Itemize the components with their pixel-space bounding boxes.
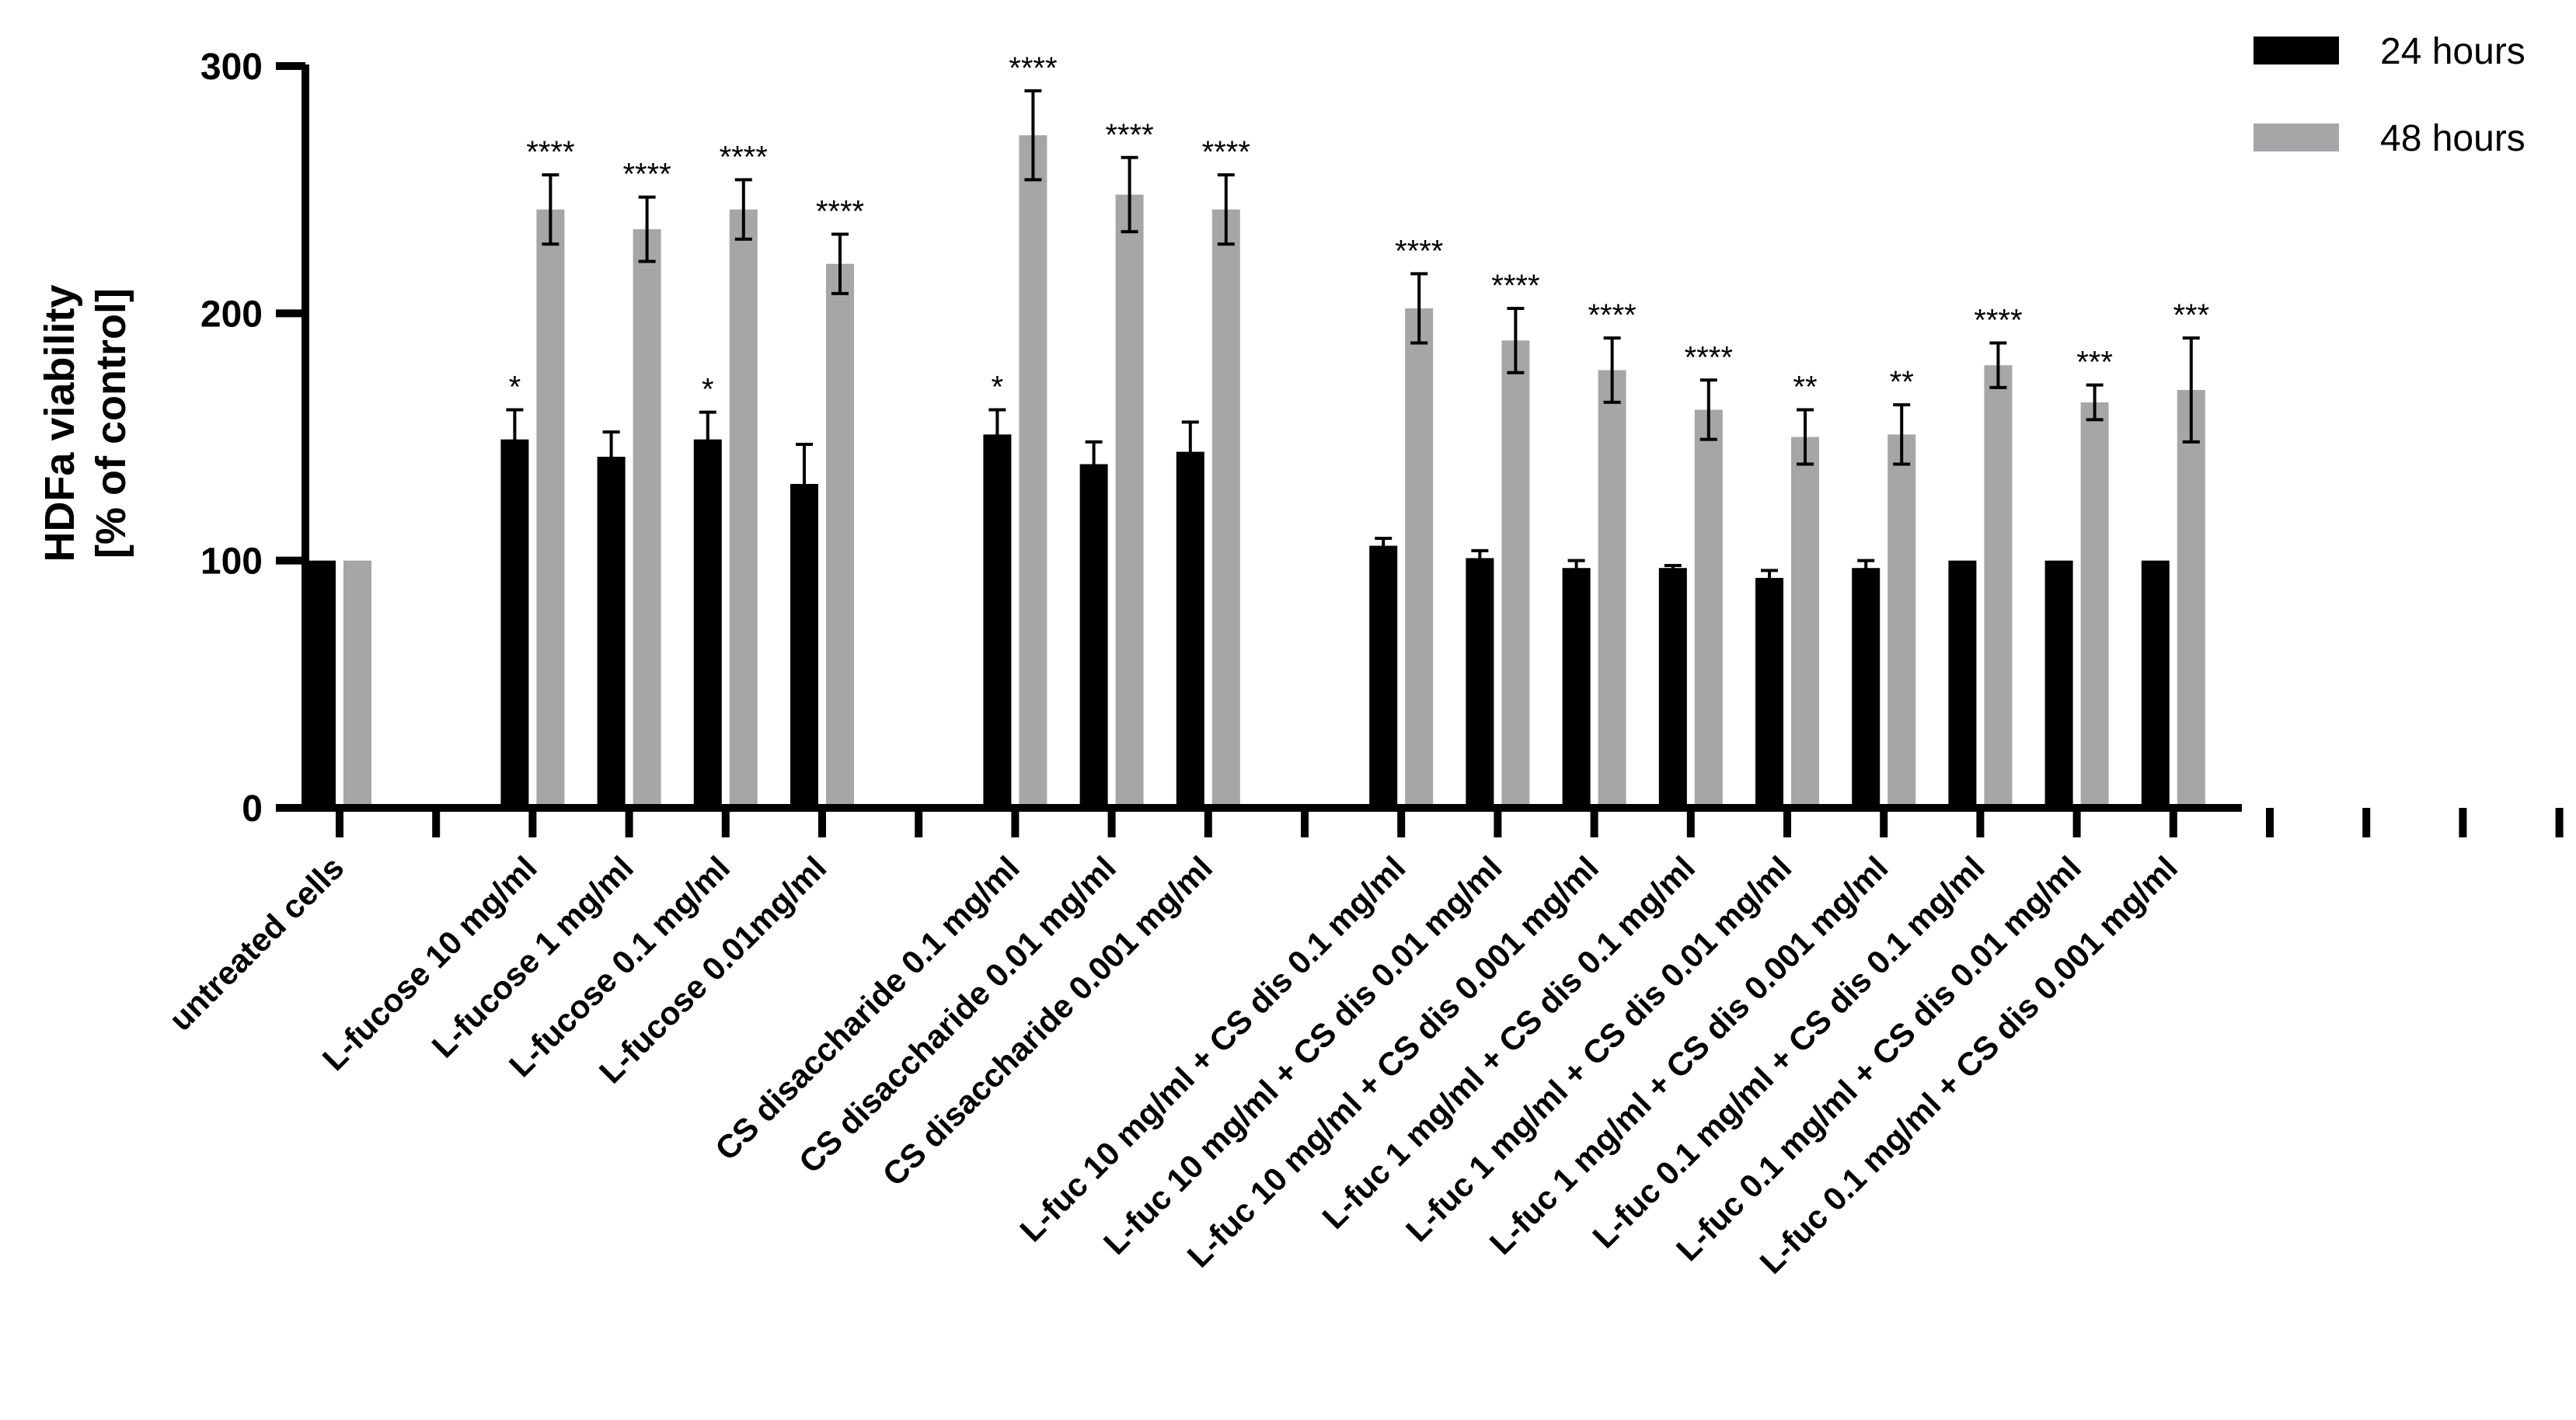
significance-label: *** [2173,298,2209,332]
y-tick-label: 300 [200,47,263,88]
bar [1211,209,1240,809]
bar [1984,365,2013,808]
bar [1562,568,1591,808]
significance-label: **** [622,158,671,192]
series-48-hours: ****************************************… [343,51,2209,809]
bar [1369,545,1398,808]
significance-label: *** [2076,346,2113,380]
significance-label: * [992,370,1004,404]
bar [790,483,818,808]
bar [826,263,854,809]
legend: 24 hours 48 hours [2254,31,2525,159]
series-24-hours: * * * [308,370,2170,808]
bar [1115,194,1144,809]
bar [536,209,565,809]
x-axis [302,804,2564,837]
y-axis-title-group: HDFa viability [% of control] [37,284,134,562]
bar [2044,560,2073,808]
significance-label: **** [1974,304,2022,338]
bar [1852,568,1881,808]
bar [633,229,661,809]
y-tick-label: 100 [200,541,263,583]
legend-swatch [2254,124,2339,151]
bar [500,439,529,808]
significance-label: **** [526,135,574,169]
significance-label: **** [1105,118,1153,152]
bar [1466,558,1494,808]
bar [1019,135,1047,809]
bar [1948,560,1977,808]
significance-label: **** [1588,298,1636,332]
significance-label: **** [1491,269,1539,303]
significance-label: **** [1009,51,1057,85]
bar [2141,560,2170,808]
significance-label: **** [720,140,768,174]
significance-label: ** [1793,370,1817,404]
bar [2080,402,2109,808]
bar [1755,577,1783,808]
legend-label: 24 hours [2380,31,2525,72]
significance-label: ** [1890,365,1914,399]
significance-label: **** [1685,340,1733,374]
bar [729,209,758,809]
significance-label: * [509,370,521,404]
legend-swatch [2254,37,2339,64]
category-label: untreated cells [162,849,351,1038]
significance-label: * [702,373,714,407]
bars: * * **************************************… [308,51,2209,809]
y-axis-title-line: [% of control] [88,288,134,559]
bar [1658,568,1687,808]
significance-label: **** [1202,135,1250,169]
bar [1176,451,1204,808]
bar [693,439,722,808]
bar [1079,464,1108,808]
significance-label: **** [816,194,864,228]
bar [2177,390,2205,808]
bar [1888,434,1916,808]
bar [1694,409,1723,808]
bar [1405,308,1434,808]
y-axis: 0 100 200 300 [200,47,309,830]
bar [1501,340,1530,809]
bar [343,560,371,808]
bar [983,434,1012,808]
y-tick-label: 200 [200,294,263,335]
legend-label: 48 hours [2380,118,2525,159]
bar [1598,370,1626,808]
y-tick-label: 0 [242,788,263,830]
significance-label: **** [1395,234,1443,268]
bar [597,456,626,808]
y-axis-title: HDFa viability [% of control] [37,284,134,562]
y-axis-title-line: HDFa viability [37,284,83,562]
bar [308,560,336,808]
bar [1791,437,1819,808]
